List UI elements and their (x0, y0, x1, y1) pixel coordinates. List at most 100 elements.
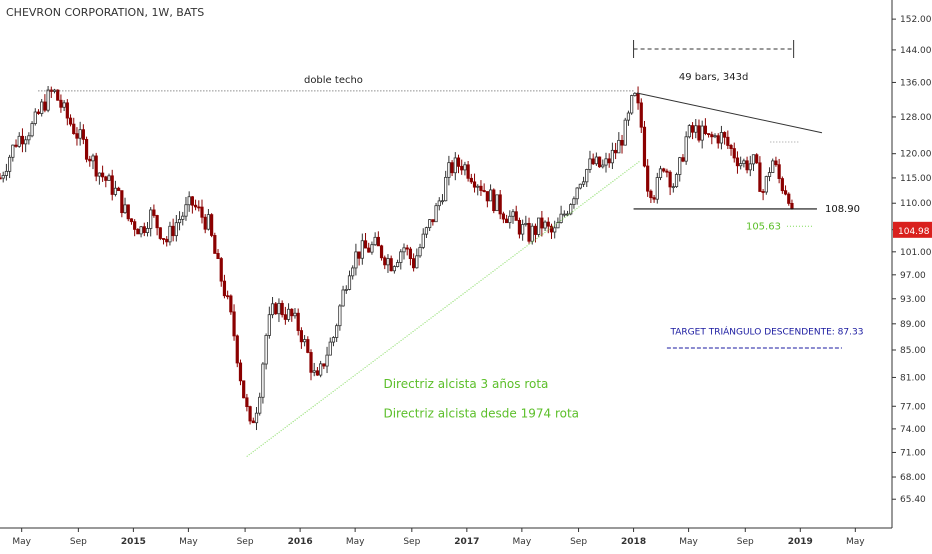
double-top-label: doble techo (304, 75, 363, 86)
candle (662, 168, 666, 172)
candle (546, 221, 550, 227)
y-tick-label: 152.00 (900, 15, 932, 25)
candle (594, 156, 598, 165)
candle (347, 275, 352, 290)
candle (88, 158, 92, 162)
candle (142, 226, 146, 233)
candle (642, 126, 647, 167)
candle (203, 216, 207, 230)
candle (357, 251, 361, 259)
candle (739, 163, 743, 167)
candle (293, 312, 297, 317)
y-tick-label: 93.00 (900, 295, 926, 305)
candle (120, 190, 124, 214)
candle (206, 214, 211, 230)
candle (456, 157, 461, 167)
x-tick-label: Sep (570, 537, 587, 547)
candle (33, 111, 37, 124)
candle (226, 295, 230, 298)
candle (312, 370, 316, 373)
candle (43, 101, 47, 111)
candle (434, 205, 438, 223)
y-tick-label: 89.00 (900, 320, 926, 330)
candle (232, 311, 236, 337)
candle (703, 125, 707, 134)
candle (572, 198, 576, 206)
candle (107, 175, 111, 181)
candle (646, 165, 650, 192)
candle (238, 362, 243, 382)
candle (161, 238, 166, 240)
candle (280, 302, 284, 316)
candle (210, 214, 214, 236)
candle (309, 352, 313, 373)
candle (36, 111, 41, 114)
candle (581, 181, 586, 185)
candle (508, 215, 512, 224)
candle (110, 175, 114, 195)
candle (245, 397, 249, 408)
candle (614, 149, 618, 154)
candle (723, 132, 727, 138)
x-tick-label: May (12, 537, 31, 547)
candle (428, 219, 432, 229)
candle (533, 225, 538, 235)
candle (338, 305, 342, 327)
candle (633, 92, 637, 96)
candle (402, 247, 406, 253)
candle (591, 158, 595, 165)
low-label: 105.63 (746, 221, 781, 232)
y-tick-label: 110.00 (900, 199, 932, 209)
candle (389, 258, 393, 272)
candle (405, 247, 409, 250)
candle (322, 363, 326, 367)
candle (94, 155, 98, 177)
y-tick-label: 136.00 (900, 78, 932, 88)
candle (184, 204, 188, 217)
candle (556, 222, 560, 229)
candle (290, 308, 294, 317)
trend-label-1: Directriz alcista 3 años rota (383, 377, 548, 391)
y-tick-label: 85.00 (900, 346, 926, 356)
candle (690, 125, 695, 133)
y-tick-label: 97.00 (900, 271, 926, 281)
candle (254, 412, 259, 424)
candle (113, 187, 118, 195)
candle (14, 144, 18, 147)
candle (787, 193, 791, 204)
candle (649, 190, 653, 199)
y-tick-label: 65.40 (900, 495, 926, 505)
candle (626, 112, 631, 121)
candle (303, 339, 307, 343)
candle (424, 227, 429, 235)
candle (549, 225, 554, 233)
candle (447, 162, 451, 178)
y-tick-label: 144.00 (900, 46, 932, 56)
candle (559, 213, 563, 223)
candle (658, 168, 663, 178)
candle (52, 89, 57, 92)
candle (376, 236, 380, 247)
candle (460, 165, 464, 171)
candle (283, 314, 287, 320)
candle (521, 224, 525, 235)
candle (370, 244, 374, 253)
y-tick-label: 68.00 (900, 473, 926, 483)
candle (383, 257, 387, 266)
candle (700, 125, 704, 141)
candle (399, 251, 403, 263)
candle (767, 172, 772, 177)
candle (168, 225, 172, 243)
candle (30, 123, 34, 137)
candle (777, 164, 781, 179)
x-tick-label: 2016 (288, 537, 313, 547)
candle (328, 341, 332, 356)
candle (200, 206, 204, 218)
candle (488, 189, 493, 202)
candle (274, 303, 278, 315)
candle (713, 135, 717, 138)
candle (344, 289, 348, 291)
candle (315, 370, 320, 376)
candle (11, 144, 15, 158)
candle (652, 197, 656, 200)
